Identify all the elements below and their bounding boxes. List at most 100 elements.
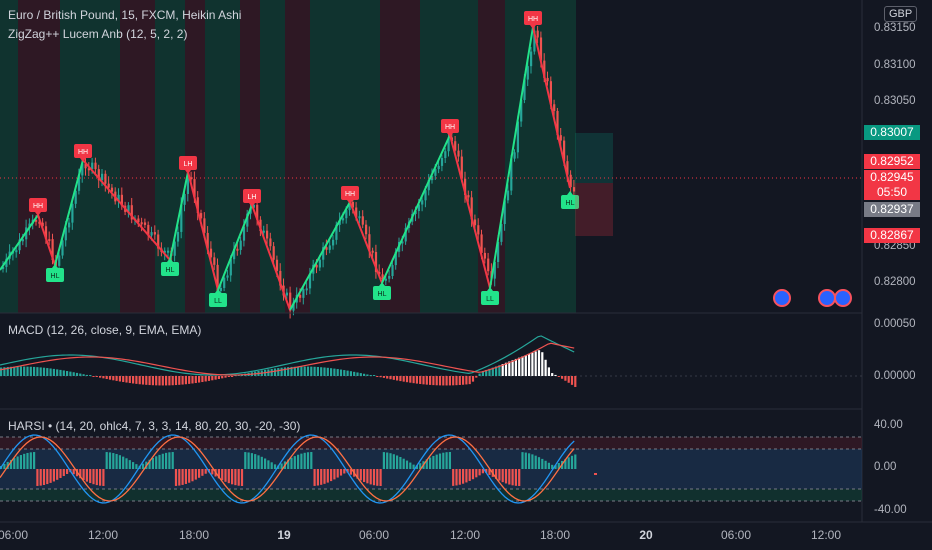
candle-body[interactable]: [315, 264, 318, 268]
candle-body[interactable]: [292, 302, 295, 311]
candle-body[interactable]: [18, 239, 21, 251]
candle-body[interactable]: [546, 77, 549, 82]
position-box[interactable]: [575, 133, 613, 236]
candle-body[interactable]: [302, 289, 305, 298]
candle-body[interactable]: [345, 210, 348, 219]
candle-body[interactable]: [5, 258, 8, 267]
candle-body[interactable]: [388, 276, 391, 279]
candle-body[interactable]: [368, 234, 371, 251]
candle-body[interactable]: [341, 218, 345, 221]
candle-body[interactable]: [457, 150, 460, 157]
candle-body[interactable]: [120, 194, 123, 206]
candle-body[interactable]: [68, 222, 71, 228]
candle-body[interactable]: [526, 66, 529, 80]
candle-body[interactable]: [266, 230, 269, 239]
candle-body[interactable]: [454, 141, 457, 151]
candle-body[interactable]: [104, 173, 107, 184]
candle-body[interactable]: [223, 277, 226, 288]
candle-body[interactable]: [394, 251, 397, 266]
candle-body[interactable]: [28, 223, 31, 228]
candle-body[interactable]: [566, 161, 569, 175]
candle-body[interactable]: [523, 79, 526, 100]
candle-body[interactable]: [497, 241, 500, 263]
candle-body[interactable]: [434, 169, 437, 176]
candle-body[interactable]: [480, 234, 483, 253]
candle-body[interactable]: [35, 219, 38, 222]
candle-body[interactable]: [500, 224, 503, 242]
candle-body[interactable]: [196, 197, 199, 214]
candle-body[interactable]: [404, 228, 407, 242]
candle-body[interactable]: [424, 190, 427, 201]
candle-body[interactable]: [239, 240, 242, 250]
candle-body[interactable]: [322, 247, 325, 260]
candle-body[interactable]: [289, 292, 292, 311]
candle-body[interactable]: [533, 30, 536, 52]
candle-body[interactable]: [384, 278, 387, 281]
candle-body[interactable]: [460, 156, 463, 179]
candle-body[interactable]: [335, 224, 338, 240]
candle-body[interactable]: [308, 273, 312, 289]
candle-body[interactable]: [226, 275, 229, 278]
candle-body[interactable]: [200, 213, 203, 219]
candle-body[interactable]: [332, 239, 335, 246]
candle-body[interactable]: [272, 246, 275, 260]
candle-body[interactable]: [206, 232, 209, 249]
candle-body[interactable]: [503, 200, 506, 225]
macd-title[interactable]: MACD (12, 26, close, 9, EMA, EMA): [8, 323, 202, 337]
candle-body[interactable]: [427, 180, 430, 191]
candle-body[interactable]: [48, 239, 51, 242]
candle-body[interactable]: [421, 200, 424, 205]
candle-body[interactable]: [556, 110, 559, 136]
candle-body[interactable]: [163, 250, 166, 253]
candle-body[interactable]: [325, 247, 328, 250]
candle-body[interactable]: [41, 222, 44, 227]
candle-body[interactable]: [58, 255, 61, 266]
candle-body[interactable]: [572, 187, 576, 192]
candle-body[interactable]: [242, 226, 246, 241]
candle-body[interactable]: [209, 248, 213, 258]
candle-body[interactable]: [216, 264, 219, 291]
candle-body[interactable]: [236, 248, 239, 251]
candle-body[interactable]: [516, 121, 519, 153]
candle-body[interactable]: [87, 168, 90, 171]
candle-body[interactable]: [299, 294, 302, 298]
candle-body[interactable]: [71, 203, 74, 223]
candle-body[interactable]: [487, 258, 490, 272]
candle-body[interactable]: [464, 178, 467, 196]
candle-body[interactable]: [473, 219, 477, 226]
candle-body[interactable]: [153, 232, 156, 235]
candle-body[interactable]: [391, 265, 394, 277]
candle-body[interactable]: [130, 205, 133, 220]
candle-body[interactable]: [563, 140, 566, 162]
candle-body[interactable]: [520, 99, 523, 122]
candle-body[interactable]: [358, 216, 361, 219]
candle-body[interactable]: [173, 241, 176, 256]
candle-body[interactable]: [61, 240, 64, 256]
candle-body[interactable]: [213, 257, 216, 265]
candle-body[interactable]: [414, 211, 417, 215]
candle-body[interactable]: [506, 190, 510, 201]
candle-body[interactable]: [21, 239, 24, 242]
candle-body[interactable]: [137, 218, 140, 223]
event-icons[interactable]: [773, 289, 852, 307]
candle-body[interactable]: [374, 252, 378, 272]
candle-body[interactable]: [51, 239, 54, 261]
candle-body[interactable]: [140, 222, 143, 225]
candle-body[interactable]: [101, 173, 104, 181]
candle-body[interactable]: [269, 238, 272, 247]
candle-body[interactable]: [94, 162, 97, 170]
candle-body[interactable]: [167, 250, 170, 253]
candle-body[interactable]: [440, 157, 444, 166]
candle-body[interactable]: [15, 250, 18, 253]
candle-body[interactable]: [530, 51, 533, 67]
candle-body[interactable]: [493, 262, 496, 279]
currency-button[interactable]: GBP: [884, 6, 918, 22]
candle-body[interactable]: [559, 135, 562, 141]
candle-body[interactable]: [64, 227, 67, 241]
symbol-title[interactable]: Euro / British Pound, 15, FXCM, Heikin A…: [8, 8, 242, 22]
candle-body[interactable]: [477, 225, 480, 235]
candle-body[interactable]: [444, 151, 447, 158]
candle-body[interactable]: [549, 81, 552, 105]
candle-body[interactable]: [44, 226, 48, 240]
